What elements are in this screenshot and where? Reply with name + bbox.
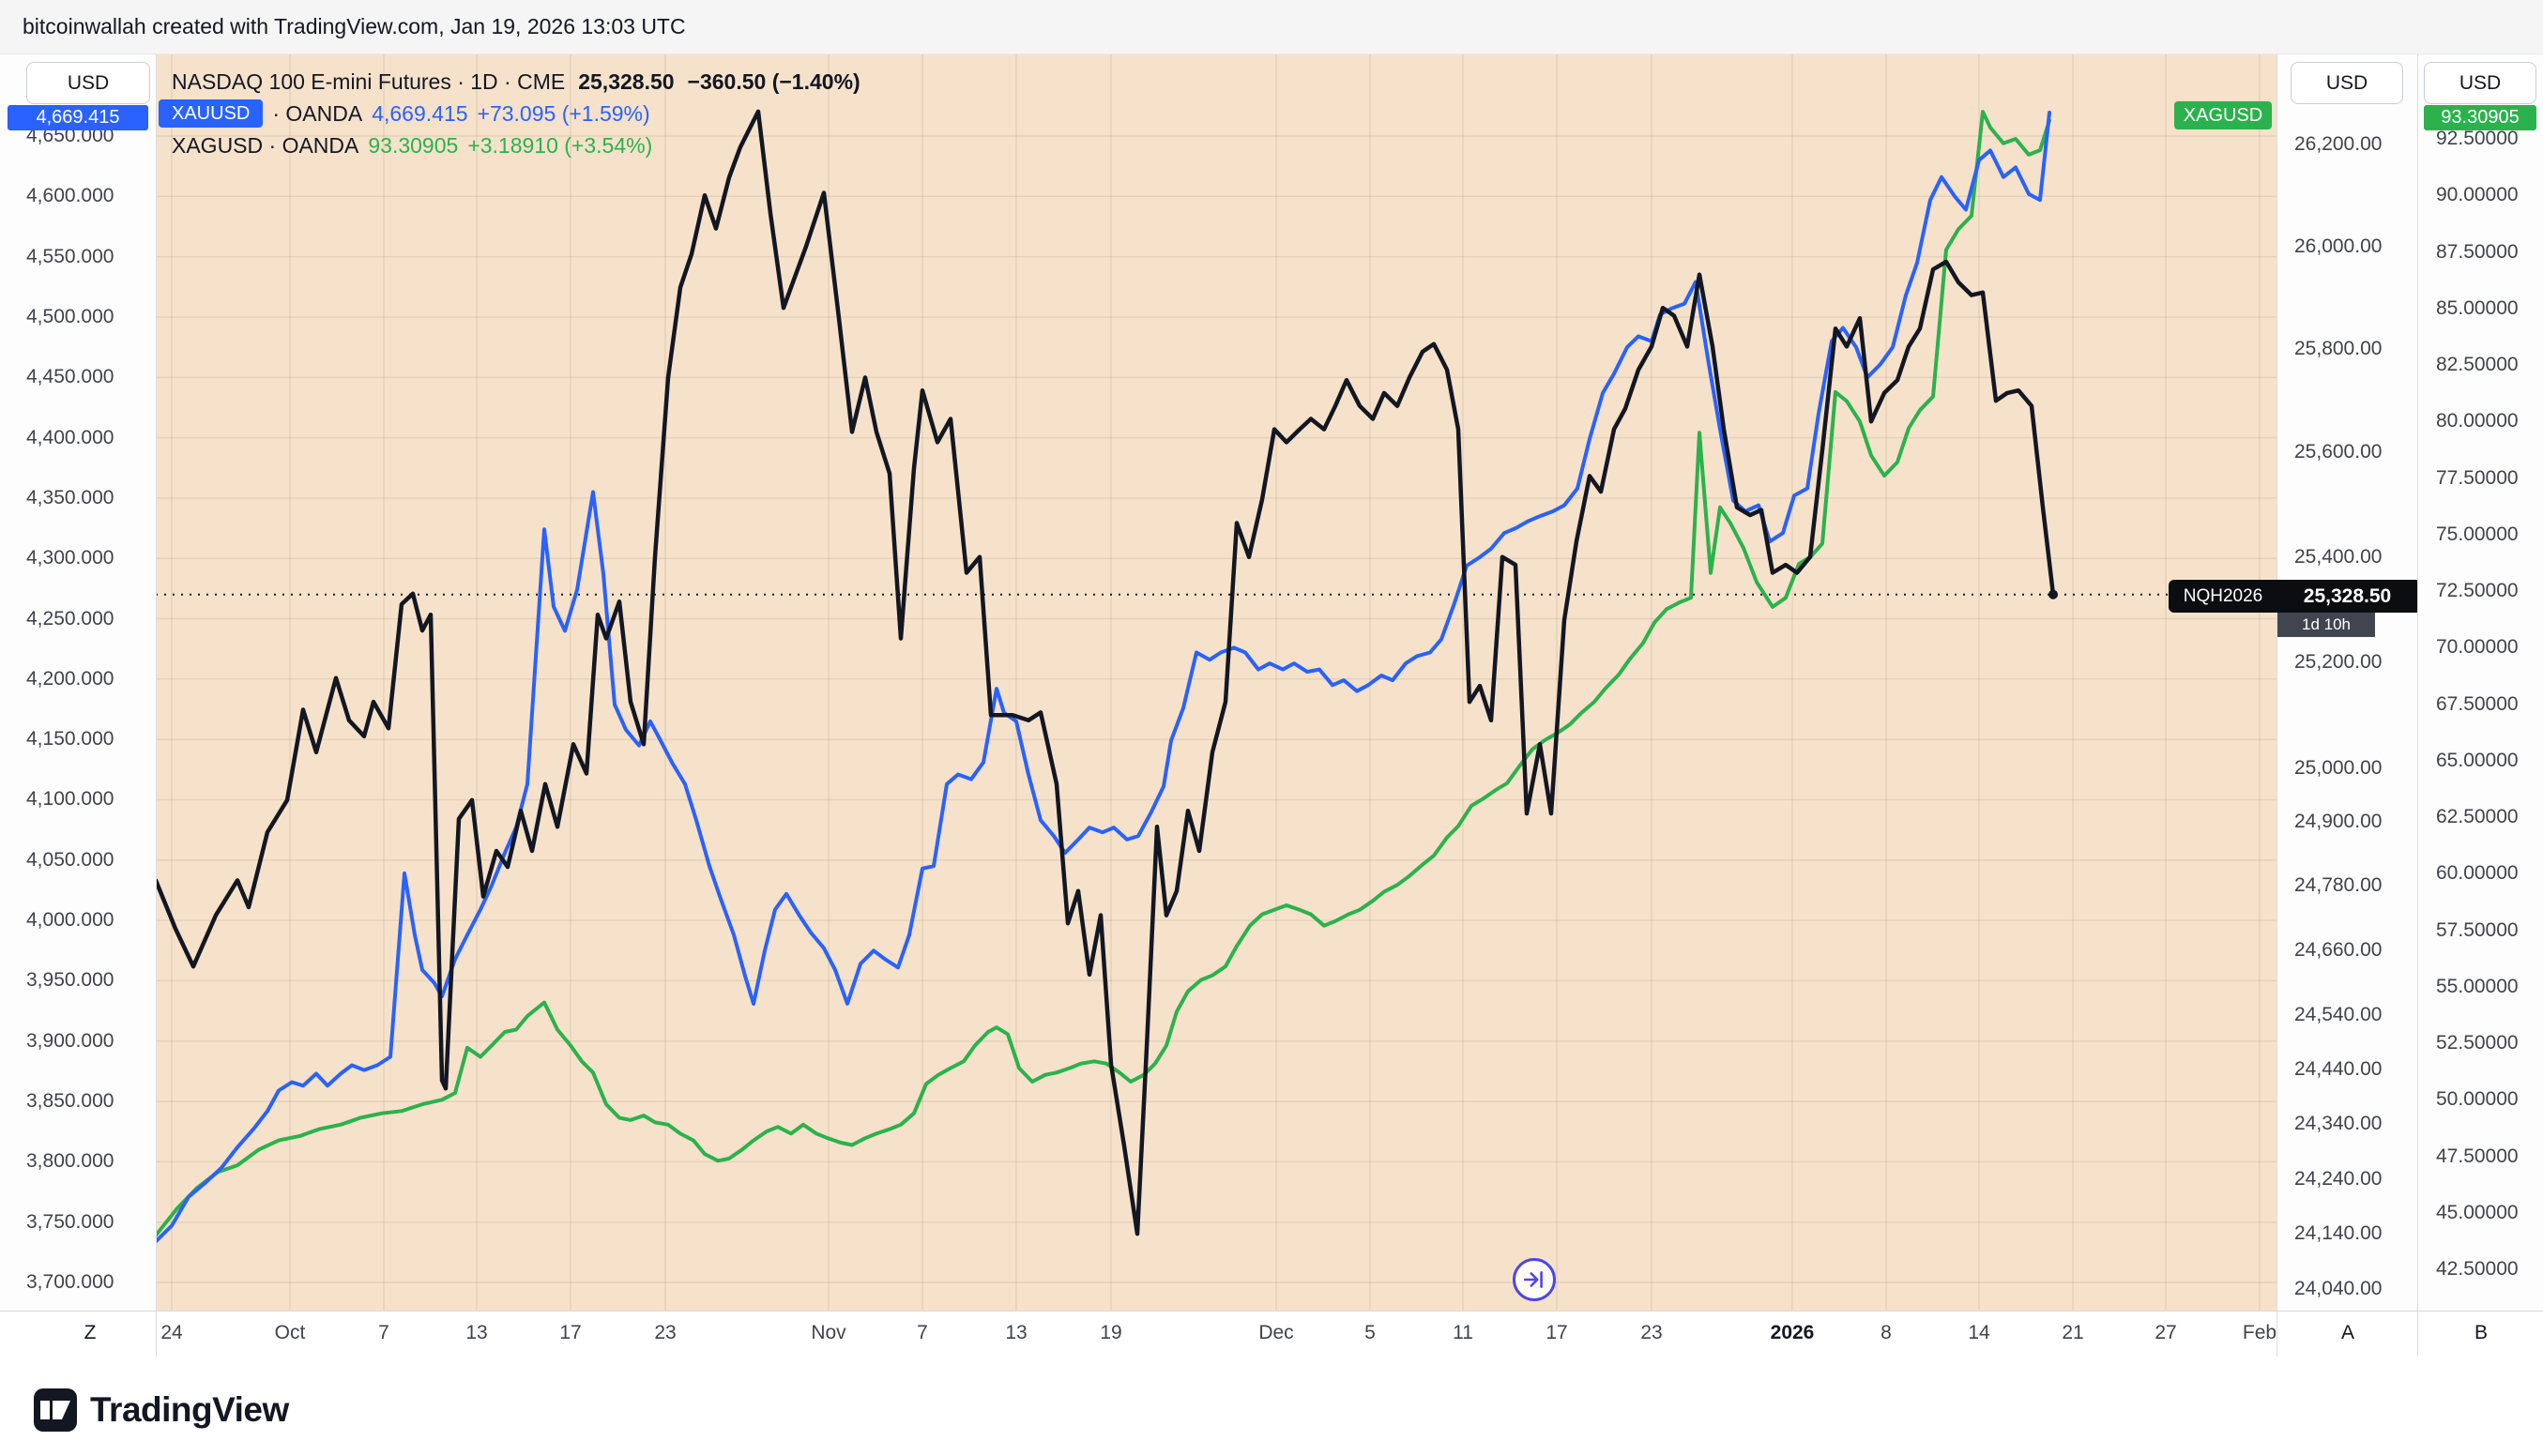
legend-xagusd-change: +3.18910 (+3.54%): [467, 132, 653, 158]
xagusd-axis-price-label: 93.30905: [2424, 105, 2536, 130]
tradingview-brand[interactable]: TradingView: [34, 1388, 289, 1432]
nq-axis-price-label: 25,328.50: [2277, 580, 2417, 613]
axis-separator: [2417, 54, 2418, 1357]
go-to-realtime-button[interactable]: [1513, 1258, 1556, 1301]
legend-main-change: −360.50 (−1.40%): [687, 68, 860, 94]
tradingview-logo-icon: [34, 1388, 77, 1432]
scale-a-label[interactable]: A: [2340, 1322, 2354, 1343]
footer: [0, 1357, 2543, 1456]
nq-ticker-label: NQH2026: [2169, 580, 2277, 613]
right-arrow-to-bar-icon: [1523, 1271, 1543, 1288]
left-axis-currency-button[interactable]: USD: [26, 62, 150, 104]
chart-pane[interactable]: [156, 54, 2277, 1311]
legend-xauusd-price: 4,669.415: [372, 100, 468, 126]
xauusd-series-badge[interactable]: XAUUSD: [159, 99, 264, 128]
nq-bar-countdown: 1d 10h: [2277, 613, 2375, 637]
legend-xauusd-change: +73.095 (+1.59%): [477, 100, 650, 126]
legend-xagusd-row[interactable]: XAGUSD · OANDA 93.30905 +3.18910 (+3.54%…: [172, 131, 652, 159]
legend-xauusd-source: · OANDA: [272, 100, 363, 126]
tradingview-brand-text: TradingView: [90, 1390, 289, 1429]
watermark-text: bitcoinwallah created with TradingView.c…: [23, 14, 686, 38]
price-axis-a[interactable]: [2277, 54, 2417, 1311]
axis-b-currency-button[interactable]: USD: [2424, 62, 2536, 104]
legend-xagusd-price: 93.30905: [368, 132, 459, 158]
price-axis-b[interactable]: [2418, 54, 2543, 1311]
xagusd-series-badge[interactable]: XAGUSD: [2174, 101, 2272, 129]
legend-xagusd-title: XAGUSD · OANDA: [172, 132, 359, 158]
price-axis-left[interactable]: [0, 54, 156, 1311]
axis-a-currency-button[interactable]: USD: [2291, 62, 2403, 104]
time-axis[interactable]: [0, 1311, 2543, 1357]
xauusd-axis-price-label: 4,669.415: [8, 105, 148, 130]
legend-main-row[interactable]: NASDAQ 100 E-mini Futures · 1D · CME 25,…: [172, 68, 860, 96]
header-bar: bitcoinwallah created with TradingView.c…: [0, 0, 2543, 54]
timezone-button[interactable]: Z: [84, 1322, 97, 1343]
legend-main-price: 25,328.50: [578, 68, 675, 94]
scale-b-label[interactable]: B: [2474, 1322, 2488, 1343]
legend-xauusd-row[interactable]: XAUUSD · OANDA 4,669.415 +73.095 (+1.59%…: [159, 98, 650, 129]
legend-main-title: NASDAQ 100 E-mini Futures · 1D · CME: [172, 68, 566, 94]
axis-separator: [156, 54, 157, 1357]
